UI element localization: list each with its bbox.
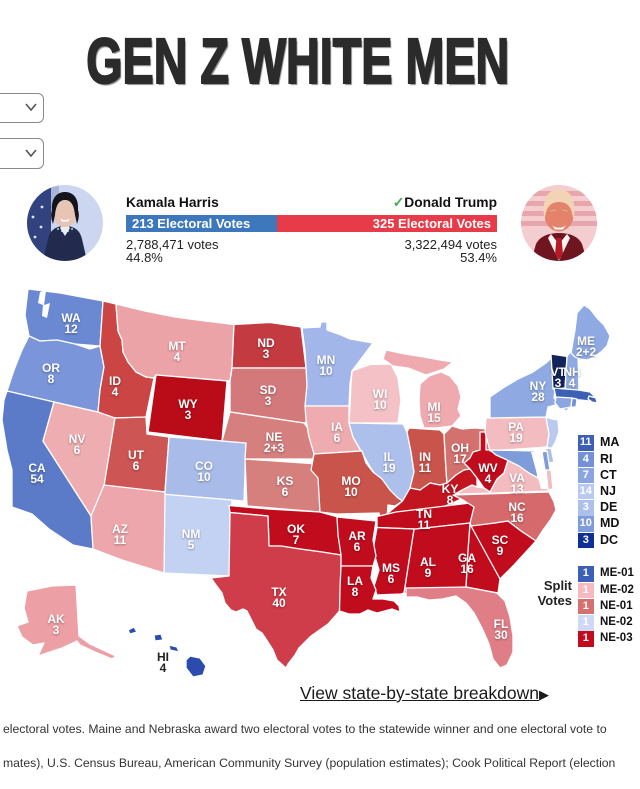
svg-text:VT: VT: [550, 365, 566, 379]
svg-text:MN: MN: [317, 353, 336, 367]
svg-text:3: 3: [185, 408, 192, 422]
svg-text:KY: KY: [442, 482, 459, 496]
svg-text:15: 15: [427, 411, 441, 425]
svg-text:4: 4: [485, 472, 492, 486]
svg-text:NV: NV: [69, 432, 86, 446]
svg-text:3: 3: [263, 347, 270, 361]
svg-text:CA: CA: [28, 461, 46, 475]
svg-text:TN: TN: [416, 507, 432, 521]
svg-text:19: 19: [382, 461, 396, 475]
svg-text:6: 6: [334, 431, 341, 445]
svg-text:4: 4: [112, 385, 119, 399]
svg-text:10: 10: [197, 470, 211, 484]
svg-text:NM: NM: [182, 527, 201, 541]
svg-text:10: 10: [344, 485, 358, 499]
svg-text:AZ: AZ: [112, 522, 128, 536]
svg-text:16: 16: [460, 562, 474, 576]
svg-text:6: 6: [354, 540, 361, 554]
svg-text:4: 4: [160, 661, 167, 675]
svg-text:11: 11: [418, 518, 431, 532]
svg-text:CO: CO: [195, 459, 213, 473]
svg-text:8: 8: [352, 585, 359, 599]
svg-text:11: 11: [114, 533, 127, 547]
svg-text:4: 4: [174, 350, 181, 364]
svg-text:HI: HI: [157, 650, 169, 664]
svg-text:13: 13: [510, 482, 524, 496]
svg-text:3: 3: [265, 394, 272, 408]
svg-text:28: 28: [531, 390, 545, 404]
svg-text:WA: WA: [61, 311, 81, 325]
svg-text:NE: NE: [266, 430, 283, 444]
svg-text:3: 3: [555, 376, 562, 390]
svg-text:MT: MT: [168, 339, 186, 353]
svg-text:9: 9: [425, 566, 432, 580]
svg-text:16: 16: [510, 511, 524, 525]
svg-text:12: 12: [64, 322, 78, 336]
svg-text:30: 30: [494, 628, 508, 642]
svg-text:WV: WV: [478, 461, 497, 475]
svg-text:MO: MO: [341, 474, 360, 488]
svg-text:VA: VA: [509, 471, 525, 485]
svg-text:PA: PA: [508, 420, 524, 434]
svg-text:SD: SD: [260, 383, 277, 397]
svg-text:OK: OK: [287, 522, 305, 536]
svg-text:LA: LA: [347, 574, 363, 588]
svg-text:11: 11: [419, 461, 432, 475]
svg-text:UT: UT: [128, 448, 145, 462]
svg-text:9: 9: [497, 544, 504, 558]
svg-text:ID: ID: [109, 374, 121, 388]
svg-text:10: 10: [319, 364, 333, 378]
svg-text:OH: OH: [451, 441, 469, 455]
svg-text:17: 17: [453, 452, 467, 466]
svg-text:IA: IA: [331, 420, 343, 434]
svg-text:6: 6: [133, 459, 140, 473]
svg-text:10: 10: [373, 398, 387, 412]
svg-text:6: 6: [74, 443, 81, 457]
svg-text:MI: MI: [427, 400, 440, 414]
svg-text:KS: KS: [277, 474, 294, 488]
svg-text:8: 8: [48, 372, 55, 386]
svg-text:GA: GA: [458, 551, 476, 565]
svg-text:3: 3: [53, 623, 60, 637]
svg-text:MS: MS: [382, 561, 400, 575]
svg-text:ME: ME: [577, 334, 595, 348]
svg-text:8: 8: [447, 493, 454, 507]
svg-text:FL: FL: [494, 617, 509, 631]
svg-text:6: 6: [282, 485, 289, 499]
svg-text:ND: ND: [257, 336, 275, 350]
svg-text:40: 40: [272, 596, 286, 610]
svg-text:TX: TX: [271, 585, 286, 599]
svg-text:5: 5: [188, 538, 195, 552]
svg-text:NH: NH: [563, 365, 580, 379]
svg-text:SC: SC: [492, 533, 509, 547]
svg-text:WY: WY: [178, 397, 197, 411]
svg-text:NC: NC: [508, 500, 526, 514]
svg-text:19: 19: [509, 431, 523, 445]
svg-text:WI: WI: [373, 387, 388, 401]
svg-text:6: 6: [388, 572, 395, 586]
svg-text:AR: AR: [348, 529, 366, 543]
svg-text:IL: IL: [384, 450, 395, 464]
svg-text:AK: AK: [47, 612, 65, 626]
svg-text:NY: NY: [530, 379, 547, 393]
svg-text:IN: IN: [419, 450, 431, 464]
svg-text:2+2: 2+2: [576, 345, 597, 359]
svg-text:4: 4: [569, 376, 576, 390]
svg-text:AL: AL: [420, 555, 436, 569]
svg-text:2+3: 2+3: [264, 441, 285, 455]
svg-text:7: 7: [293, 533, 300, 547]
svg-text:54: 54: [30, 472, 44, 486]
svg-text:OR: OR: [42, 361, 60, 375]
